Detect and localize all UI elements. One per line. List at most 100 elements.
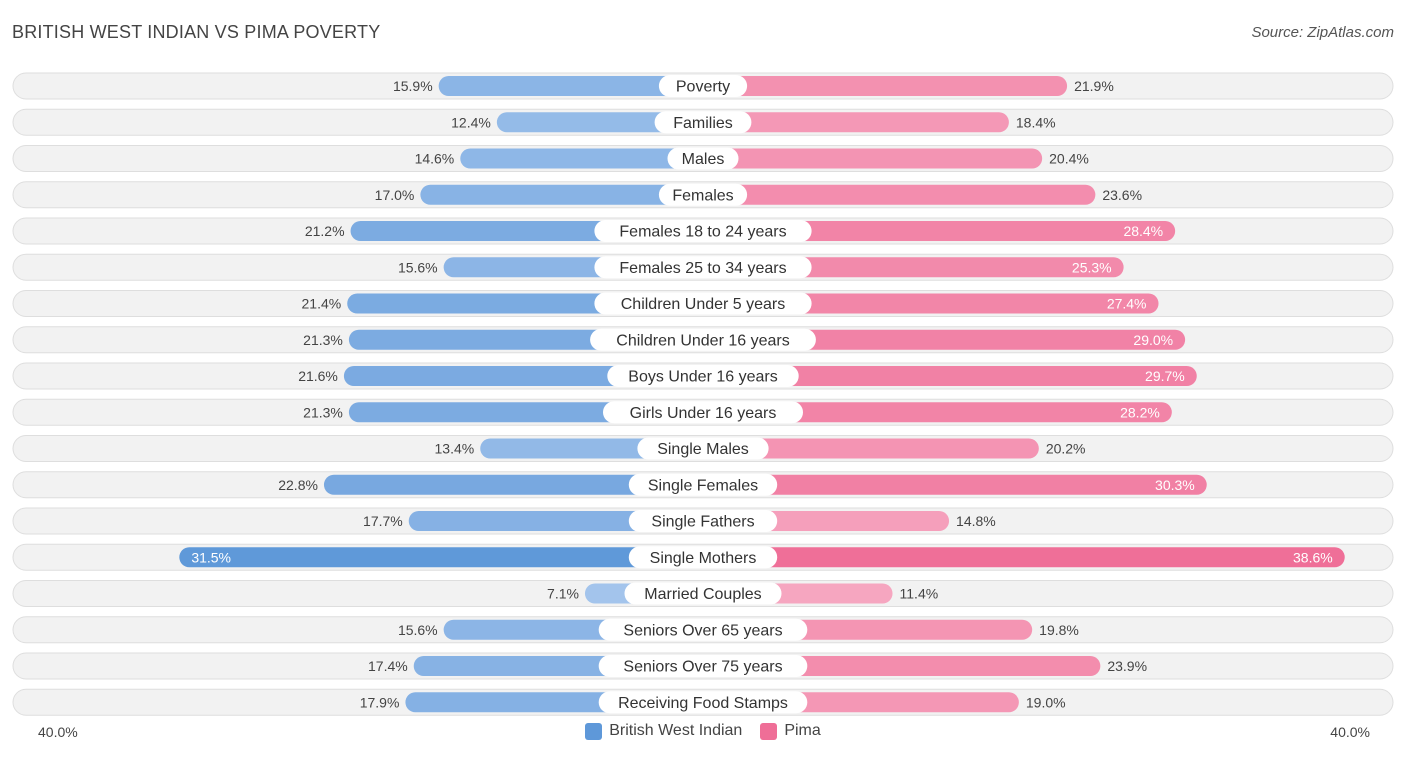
category-label-females: Females bbox=[672, 187, 733, 204]
source-note: Source: ZipAtlas.com bbox=[1251, 24, 1394, 41]
bar-pima-children-under-16-years bbox=[693, 329, 1186, 350]
category-pill-married-couples bbox=[624, 582, 782, 605]
category-label-receiving-food-stamps: Receiving Food Stamps bbox=[618, 695, 788, 712]
value-label-british-west-indian-children-under-16-years: 21.3% bbox=[303, 332, 343, 348]
axis-max-label: 40.0% bbox=[1330, 724, 1370, 740]
bar-british-west-indian-males bbox=[460, 148, 713, 169]
category-pill-children-under-5-years bbox=[594, 292, 812, 315]
value-label-pima-poverty: 21.9% bbox=[1074, 78, 1114, 94]
legend: British West Indian Pima bbox=[0, 722, 1406, 740]
category-pill-single-females bbox=[628, 473, 778, 496]
value-label-british-west-indian-single-males: 13.4% bbox=[435, 441, 475, 457]
category-label-females-25-to-34-years: Females 25 to 34 years bbox=[619, 260, 786, 277]
value-label-british-west-indian-poverty: 15.9% bbox=[393, 78, 433, 94]
bar-pima-single-mothers bbox=[693, 547, 1345, 568]
value-label-pima-receiving-food-stamps: 19.0% bbox=[1026, 694, 1066, 710]
value-label-british-west-indian-children-under-5-years: 21.4% bbox=[302, 296, 342, 312]
value-label-british-west-indian-seniors-over-65-years: 15.6% bbox=[398, 622, 438, 638]
value-label-british-west-indian-single-females: 22.8% bbox=[278, 477, 318, 493]
bar-pima-single-females bbox=[693, 474, 1207, 495]
value-label-british-west-indian-girls-under-16-years: 21.3% bbox=[303, 404, 343, 420]
category-label-married-couples: Married Couples bbox=[644, 586, 761, 603]
value-label-pima-children-under-16-years: 29.0% bbox=[1133, 332, 1173, 348]
category-label-girls-under-16-years: Girls Under 16 years bbox=[630, 405, 777, 422]
value-label-pima-single-females: 30.3% bbox=[1155, 477, 1195, 493]
category-label-males: Males bbox=[682, 151, 725, 168]
category-label-single-males: Single Males bbox=[657, 441, 749, 458]
bar-pima-poverty bbox=[693, 76, 1068, 96]
category-label-single-mothers: Single Mothers bbox=[650, 550, 757, 567]
bar-british-west-indian-females bbox=[420, 184, 713, 205]
bar-pima-families bbox=[693, 112, 1009, 133]
bar-british-west-indian-single-mothers bbox=[179, 547, 713, 568]
legend-swatch-british-west-indian bbox=[585, 722, 603, 740]
category-pill-receiving-food-stamps bbox=[598, 691, 808, 714]
value-label-british-west-indian-single-mothers: 31.5% bbox=[191, 549, 231, 565]
value-label-pima-single-fathers: 14.8% bbox=[956, 513, 996, 529]
bar-british-west-indian-poverty bbox=[438, 76, 713, 96]
legend-label-pima: Pima bbox=[784, 722, 821, 739]
category-pill-poverty bbox=[658, 75, 748, 97]
legend-item-pima[interactable]: Pima bbox=[760, 722, 821, 740]
category-pill-families bbox=[654, 111, 752, 134]
category-label-females-18-to-24-years: Females 18 to 24 years bbox=[619, 224, 786, 241]
category-pill-girls-under-16-years bbox=[603, 401, 803, 424]
legend-label-british-west-indian: British West Indian bbox=[609, 722, 743, 739]
category-pill-seniors-over-65-years bbox=[598, 618, 808, 641]
category-label-single-fathers: Single Fathers bbox=[651, 514, 754, 531]
category-label-poverty: Poverty bbox=[676, 79, 730, 96]
value-label-british-west-indian-females: 17.0% bbox=[375, 187, 415, 203]
value-label-pima-females-25-to-34-years: 25.3% bbox=[1072, 259, 1112, 275]
category-label-seniors-over-75-years: Seniors Over 75 years bbox=[623, 659, 782, 676]
bar-pima-boys-under-16-years bbox=[693, 366, 1197, 386]
category-pill-boys-under-16-years bbox=[607, 365, 799, 387]
value-label-pima-girls-under-16-years: 28.2% bbox=[1120, 404, 1160, 420]
category-label-children-under-5-years: Children Under 5 years bbox=[621, 296, 786, 313]
category-pill-single-mothers bbox=[628, 546, 778, 569]
value-label-british-west-indian-males: 14.6% bbox=[415, 151, 455, 167]
chart: 15.9% 21.9% Poverty 12.4% 18.4% Families 14.6%… bbox=[12, 72, 1394, 716]
category-pill-single-males bbox=[637, 437, 769, 460]
value-label-british-west-indian-females-25-to-34-years: 15.6% bbox=[398, 259, 438, 275]
category-label-single-females: Single Females bbox=[648, 477, 758, 494]
bar-british-west-indian-single-females bbox=[323, 474, 713, 495]
value-label-british-west-indian-seniors-over-75-years: 17.4% bbox=[368, 658, 408, 674]
category-label-children-under-16-years: Children Under 16 years bbox=[616, 332, 789, 349]
category-pill-females-25-to-34-years bbox=[594, 256, 812, 279]
axis-min-label: 40.0% bbox=[38, 724, 78, 740]
value-label-pima-seniors-over-65-years: 19.8% bbox=[1039, 622, 1079, 638]
category-label-seniors-over-65-years: Seniors Over 65 years bbox=[623, 622, 782, 639]
value-label-pima-boys-under-16-years: 29.7% bbox=[1145, 368, 1185, 384]
value-label-pima-females: 23.6% bbox=[1102, 187, 1142, 203]
category-pill-females-18-to-24-years bbox=[594, 220, 812, 242]
chart-title: BRITISH WEST INDIAN VS PIMA POVERTY bbox=[12, 22, 381, 42]
category-pill-females bbox=[658, 183, 748, 206]
value-label-pima-families: 18.4% bbox=[1016, 114, 1056, 130]
category-pill-single-fathers bbox=[628, 510, 778, 532]
bar-pima-females bbox=[693, 184, 1096, 205]
value-label-british-west-indian-receiving-food-stamps: 17.9% bbox=[360, 694, 400, 710]
value-label-british-west-indian-boys-under-16-years: 21.6% bbox=[298, 368, 338, 384]
value-label-pima-females-18-to-24-years: 28.4% bbox=[1123, 223, 1163, 239]
value-label-pima-children-under-5-years: 27.4% bbox=[1107, 296, 1147, 312]
value-label-pima-married-couples: 11.4% bbox=[900, 586, 939, 602]
legend-item-british-west-indian[interactable]: British West Indian bbox=[585, 722, 742, 740]
category-pill-seniors-over-75-years bbox=[598, 655, 808, 677]
legend-swatch-pima bbox=[760, 722, 778, 740]
value-label-british-west-indian-families: 12.4% bbox=[451, 114, 491, 130]
value-label-pima-seniors-over-75-years: 23.9% bbox=[1107, 658, 1147, 674]
value-label-british-west-indian-females-18-to-24-years: 21.2% bbox=[305, 223, 345, 239]
value-label-pima-males: 20.4% bbox=[1049, 151, 1089, 167]
bar-pima-females-18-to-24-years bbox=[693, 221, 1176, 241]
value-label-pima-single-males: 20.2% bbox=[1046, 441, 1086, 457]
category-label-families: Families bbox=[673, 115, 733, 132]
bar-pima-males bbox=[693, 148, 1043, 169]
value-label-british-west-indian-married-couples: 7.1% bbox=[547, 586, 579, 602]
value-label-pima-single-mothers: 38.6% bbox=[1293, 549, 1333, 565]
category-pill-males bbox=[667, 147, 739, 170]
bar-pima-girls-under-16-years bbox=[693, 402, 1172, 423]
bar-pima-single-males bbox=[693, 438, 1039, 459]
value-label-british-west-indian-single-fathers: 17.7% bbox=[363, 513, 403, 529]
category-label-boys-under-16-years: Boys Under 16 years bbox=[628, 369, 777, 386]
category-pill-children-under-16-years bbox=[590, 328, 816, 351]
